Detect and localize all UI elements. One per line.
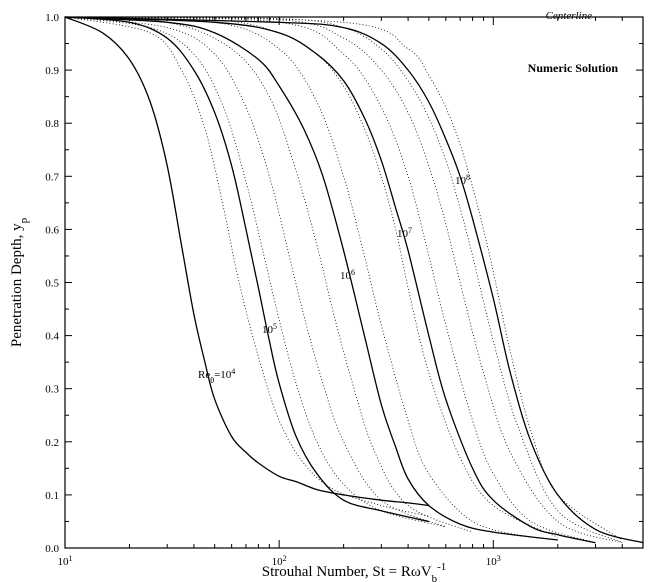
- centerline-label: Centerline: [546, 10, 593, 22]
- solid-series-layer: [64, 16, 644, 544]
- dotted-series-layer: [64, 16, 623, 544]
- intermediate-series-line-14: [64, 16, 623, 541]
- y-tick-label: 0.2: [45, 437, 59, 449]
- x-tick-label: 102: [272, 554, 287, 569]
- x-tick-label: 101: [58, 554, 73, 569]
- x-tick-label: 103: [486, 554, 501, 569]
- y-tick-label: 0.6: [45, 224, 59, 236]
- y-tick-label: 1.0: [45, 12, 59, 24]
- series-line-re-10-5: [64, 16, 429, 523]
- intermediate-series-line-6: [64, 16, 446, 528]
- series-line-re-10-6: [64, 16, 558, 541]
- series-label-re-10-4: Reθ=104: [198, 367, 235, 385]
- numeric-solution-label: Numeric Solution: [528, 61, 619, 75]
- intermediate-series-line-10: [64, 16, 558, 538]
- axis-ticks: [64, 16, 644, 549]
- y-tick-label: 0.7: [45, 171, 59, 183]
- intermediate-series-line-11: [64, 16, 596, 544]
- intermediate-series-line-9: [64, 16, 532, 538]
- y-tick-label: 0.9: [45, 65, 59, 77]
- y-tick-label: 0.4: [45, 331, 59, 343]
- y-tick-label: 0.3: [45, 384, 59, 396]
- y-tick-label: 0.1: [45, 490, 59, 502]
- intermediate-series-line-8: [64, 16, 473, 533]
- y-tick-label: 0.5: [45, 278, 59, 290]
- series-label-10-8: 108: [455, 173, 470, 188]
- x-axis-title: Strouhal Number, St = RωVb-1: [262, 561, 446, 582]
- y-tick-label: 0.0: [45, 543, 59, 555]
- intermediate-series-line-5: [64, 16, 429, 517]
- series-line-re-10-7: [64, 16, 596, 544]
- tick-labels: 0.0 0.1 0.2 0.3 0.4 0.5 0.6 0.7 0.8 0.9 1.0 101 102 1…: [45, 12, 501, 568]
- series-line-re-10-4: [64, 16, 429, 507]
- y-axis-title: Penetration Depth, yp: [9, 217, 30, 347]
- series-label-10-7: 107: [397, 226, 412, 241]
- series-label-10-5: 105: [262, 322, 277, 337]
- series-label-10-6: 106: [340, 268, 355, 283]
- y-tick-label: 0.8: [45, 118, 59, 130]
- series-line-re-10-8: [64, 16, 644, 544]
